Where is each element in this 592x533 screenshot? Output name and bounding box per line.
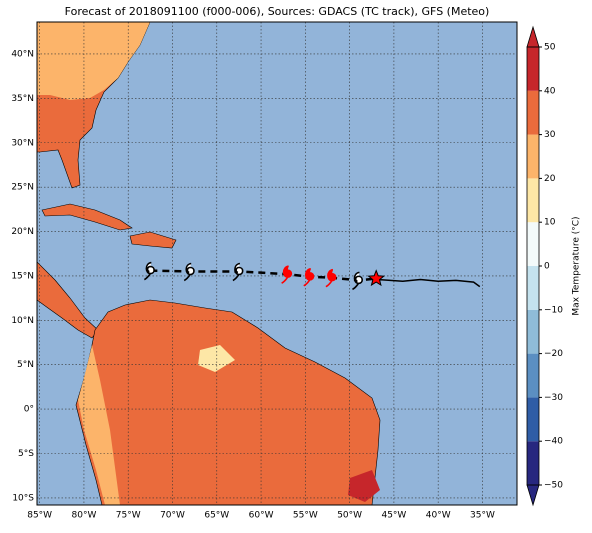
y-tick-label: 20°N [11,227,34,237]
cuba [41,203,133,231]
storm-symbol [143,261,155,281]
hispaniola [129,231,177,249]
y-tick-label: 25°N [11,183,34,193]
y-tick-label: 0° [24,405,34,415]
central-america [37,261,99,339]
x-tick-label: 50°W [337,511,362,521]
storm-symbol [325,268,337,288]
colorbar-extend-top [526,25,540,48]
storm-symbol [303,268,315,287]
x-tick-label: 85°W [27,511,52,521]
colorbar-tick-label: −50 [544,481,563,491]
colorbar-extend-bottom [526,484,540,507]
map-frame [36,21,518,506]
x-tick-label: 45°W [381,511,406,521]
colorbar-tick-label: −10 [544,305,563,315]
y-tick-label: 5°N [17,360,34,370]
colorbar-segment [527,266,539,310]
hot-zone [348,470,380,502]
map [37,22,517,505]
x-tick-label: 70°W [160,511,185,521]
storm-symbol [281,265,293,284]
x-tick-label: 35°W [470,511,495,521]
y-tick-label: 5°S [18,449,34,459]
colorbar-segment [527,441,539,485]
colorbar-segment [527,178,539,223]
colorbar-segment [527,397,539,442]
storm-symbol [183,262,195,282]
colorbar-tick-label: 50 [544,43,556,53]
x-tick-label: 65°W [204,511,229,521]
colorbar-segment [527,353,539,398]
colorbar-tick-label: 0 [544,262,550,272]
colorbar-tick-label: −20 [544,349,563,359]
north-warm-zone [37,22,150,100]
colorbar-tick-label: 20 [544,174,556,184]
y-tick-label: 30°N [11,138,34,148]
y-tick-label: 15°N [11,271,34,281]
colorbar-tick-label: 10 [544,218,556,228]
x-tick-label: 75°W [116,511,141,521]
x-tick-label: 80°W [72,511,97,521]
colorbar-tick-label: 30 [544,130,556,140]
chart-title: Forecast of 2018091100 (f000-006), Sourc… [65,5,490,18]
current-position [367,269,386,287]
y-tick-label: 10°S [12,493,34,503]
storm-symbol [232,262,244,282]
x-tick-label: 55°W [293,511,318,521]
x-tick-label: 60°W [249,511,274,521]
andes-warm-zone [78,345,120,505]
colorbar-label: Max Temperature (°C) [572,216,582,315]
track-history [376,278,481,288]
y-tick-label: 35°N [11,94,34,104]
colorbar-segment [527,134,539,179]
colorbar-tick-label: 40 [544,86,556,96]
x-tick-label: 40°W [426,511,451,521]
y-tick-label: 40°N [11,49,34,59]
storm-symbol [352,271,364,291]
colorbar-tick-label: −40 [544,437,563,447]
colorbar-segment [527,90,539,135]
y-tick-label: 10°N [11,316,34,326]
colorbar-segment [527,222,539,266]
colorbar-segment [527,47,539,91]
colorbar-tick-label: −30 [544,393,563,403]
colorbar-segment [527,309,539,354]
